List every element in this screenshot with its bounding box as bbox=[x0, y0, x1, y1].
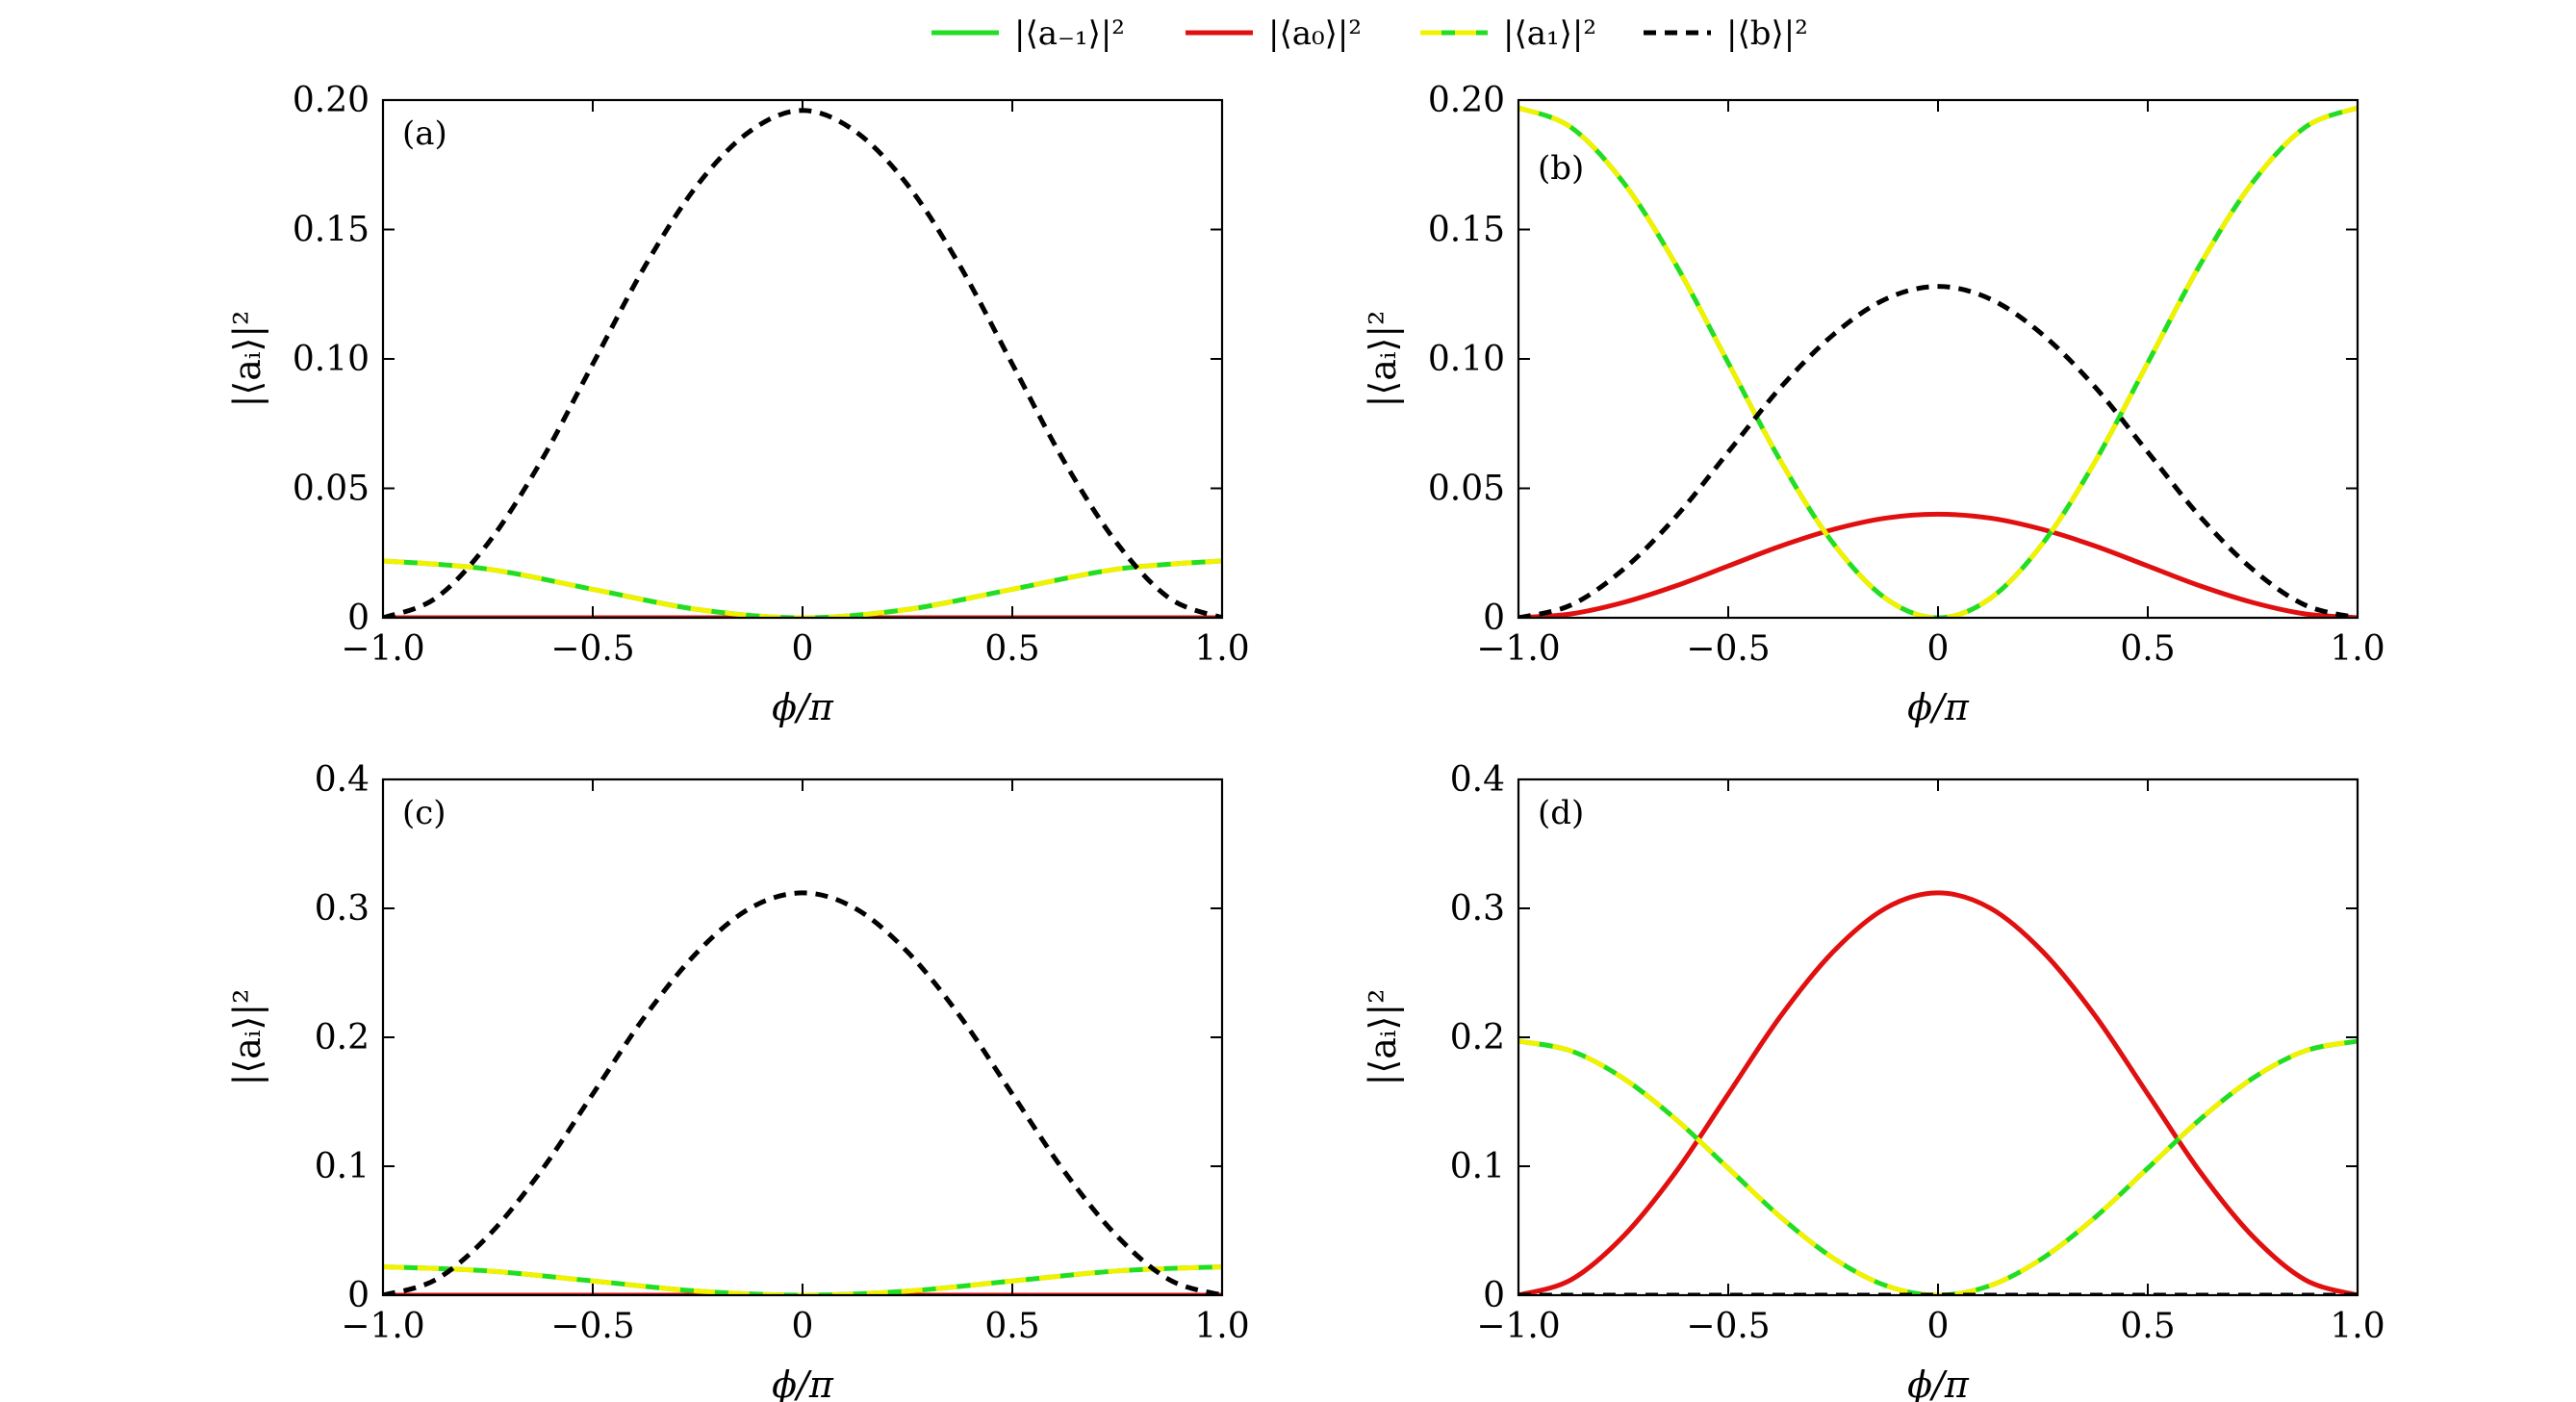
panel-c-series bbox=[383, 890, 1222, 1295]
legend-item-a1: |⟨a₁⟩|² bbox=[1420, 14, 1596, 53]
series-line-a1 bbox=[1518, 105, 2358, 618]
panel-label: (b) bbox=[1538, 149, 1584, 188]
panel-label: (c) bbox=[402, 794, 446, 832]
panel-b: −1.0 −0.5 0 0.5 1.0 0 0.05 0.10 0.15 0.20 ϕ/π |⟨aᵢ⟩… bbox=[1362, 81, 2385, 728]
panel-a: −1.0 −0.5 0 0.5 1.0 0 0.05 0.10 0.15 0.20 ϕ/π |⟨aᵢ⟩… bbox=[226, 81, 1250, 728]
y-axis-label: |⟨aᵢ⟩|² bbox=[226, 311, 268, 408]
legend-label: |⟨a₁⟩|² bbox=[1503, 14, 1596, 53]
y-tick-label: 0.2 bbox=[315, 1018, 370, 1058]
y-tick-label: 0 bbox=[347, 1276, 370, 1315]
y-tick-label: 0 bbox=[347, 599, 370, 638]
x-axis-label: ϕ/π bbox=[772, 1364, 834, 1402]
series-line-a1 bbox=[383, 558, 1222, 618]
x-tick-label: 0.5 bbox=[984, 1307, 1039, 1346]
x-tick-label: 0 bbox=[792, 1307, 814, 1346]
x-tick-label: 0 bbox=[1927, 629, 1950, 669]
series-line-a0 bbox=[1518, 511, 2358, 618]
legend: |⟨a₋₁⟩|² |⟨a₀⟩|² |⟨a₁⟩|² |⟨b⟩|² bbox=[931, 14, 1808, 53]
y-tick-label: 0.10 bbox=[1428, 340, 1505, 379]
x-tick-label: 0.5 bbox=[2120, 1307, 2175, 1346]
plot-frame bbox=[1517, 98, 2359, 620]
x-axis-label: ϕ/π bbox=[772, 686, 834, 728]
series-line-a_minus1 bbox=[1518, 1038, 2358, 1295]
y-tick-label: 0.1 bbox=[1450, 1147, 1505, 1186]
panel-d: −1.0 −0.5 0 0.5 1.0 0 0.1 0.2 0.3 0.4 ϕ/π |⟨aᵢ⟩|² (d… bbox=[1362, 760, 2385, 1402]
x-tick-label: −1.0 bbox=[341, 1307, 424, 1346]
y-axis-label: |⟨aᵢ⟩|² bbox=[226, 989, 268, 1086]
x-tick-label: 0.5 bbox=[2120, 629, 2175, 669]
y-tick-label: 0.2 bbox=[1450, 1018, 1505, 1058]
plot-frame bbox=[381, 98, 1224, 620]
x-tick-label: −0.5 bbox=[1686, 629, 1770, 669]
series-line-a1 bbox=[1518, 1038, 2358, 1295]
y-tick-label: 0.10 bbox=[293, 340, 370, 379]
legend-item-a_minus1: |⟨a₋₁⟩|² bbox=[931, 14, 1125, 53]
legend-item-b: |⟨b⟩|² bbox=[1644, 14, 1808, 53]
x-tick-label: 1.0 bbox=[2330, 629, 2385, 669]
x-axis-label: ϕ/π bbox=[1907, 1364, 1970, 1402]
y-tick-label: 0 bbox=[1483, 1276, 1505, 1315]
x-tick-label: −0.5 bbox=[550, 1307, 634, 1346]
x-tick-label: 1.0 bbox=[1194, 629, 1249, 669]
plot-frame bbox=[1517, 777, 2359, 1297]
y-tick-label: 0.20 bbox=[293, 81, 370, 120]
x-tick-label: −1.0 bbox=[1476, 629, 1560, 669]
y-tick-label: 0.05 bbox=[1428, 470, 1505, 509]
panel-label: (a) bbox=[402, 115, 447, 153]
series-line-b bbox=[1518, 284, 2358, 618]
y-tick-label: 0.4 bbox=[315, 760, 370, 800]
series-line-a_minus1 bbox=[1518, 105, 2358, 618]
x-tick-label: −0.5 bbox=[1686, 1307, 1770, 1346]
x-axis-label: ϕ/π bbox=[1907, 686, 1970, 728]
y-tick-label: 0.3 bbox=[315, 889, 370, 929]
x-tick-label: 0.5 bbox=[984, 629, 1039, 669]
x-tick-label: 0 bbox=[1927, 1307, 1950, 1346]
x-tick-label: −1.0 bbox=[341, 629, 424, 669]
y-tick-label: 0.1 bbox=[315, 1147, 370, 1186]
y-tick-label: 0.15 bbox=[293, 211, 370, 250]
x-tick-label: −1.0 bbox=[1476, 1307, 1560, 1346]
x-tick-label: −0.5 bbox=[550, 629, 634, 669]
panel-c: −1.0 −0.5 0 0.5 1.0 0 0.1 0.2 0.3 0.4 ϕ/π |⟨aᵢ⟩|² (c… bbox=[226, 760, 1250, 1402]
series-line-b bbox=[383, 108, 1222, 618]
panels: −1.0 −0.5 0 0.5 1.000.050.100.150.20ϕ/π|⟨aᵢ⟩… bbox=[226, 81, 2385, 1402]
y-tick-label: 0.3 bbox=[1450, 889, 1505, 929]
y-axis-label: |⟨aᵢ⟩|² bbox=[1362, 311, 1404, 408]
x-tick-label: 1.0 bbox=[1194, 1307, 1249, 1346]
panel-b-series bbox=[1518, 105, 2358, 618]
y-tick-label: 0.05 bbox=[293, 470, 370, 509]
legend-label: |⟨a₀⟩|² bbox=[1268, 14, 1362, 53]
x-tick-label: 1.0 bbox=[2330, 1307, 2385, 1346]
panel-a-series bbox=[383, 108, 1222, 618]
y-tick-label: 0 bbox=[1483, 599, 1505, 638]
legend-label: |⟨b⟩|² bbox=[1726, 14, 1808, 53]
legend-item-a0: |⟨a₀⟩|² bbox=[1186, 14, 1362, 53]
y-axis-label: |⟨aᵢ⟩|² bbox=[1362, 989, 1404, 1086]
panel-label: (d) bbox=[1538, 794, 1584, 832]
panel-d-series bbox=[1518, 890, 2358, 1295]
legend-label: |⟨a₋₁⟩|² bbox=[1014, 14, 1125, 53]
y-tick-label: 0.20 bbox=[1428, 81, 1505, 120]
x-tick-label: 0 bbox=[792, 629, 814, 669]
series-line-a1 bbox=[383, 1264, 1222, 1295]
series-line-b bbox=[383, 890, 1222, 1295]
y-tick-label: 0.15 bbox=[1428, 211, 1505, 250]
y-tick-label: 0.4 bbox=[1450, 760, 1505, 800]
plot-frame bbox=[381, 777, 1224, 1297]
series-line-a0 bbox=[1518, 890, 2358, 1295]
